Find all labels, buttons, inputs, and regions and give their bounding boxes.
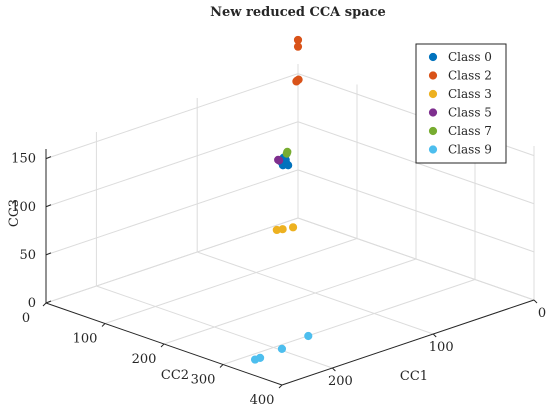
z-tick-label: 100 [11, 200, 36, 215]
legend-marker-class-0 [428, 52, 438, 62]
point-class-3 [272, 225, 281, 235]
x-tick-label: 200 [132, 352, 157, 367]
gridline [197, 251, 434, 335]
y-axis-line [281, 299, 535, 386]
axes [42, 149, 538, 389]
legend-label-class-0: Class 0 [448, 50, 492, 64]
z-tick [45, 300, 52, 304]
gridline [297, 169, 535, 253]
z-tick-label: 0 [28, 296, 36, 311]
legend-marker-class-3 [428, 89, 438, 99]
x-tick-label: 400 [250, 393, 275, 408]
point-class-9 [256, 353, 265, 362]
legend-label-class-2: Class 2 [448, 69, 492, 83]
chart-title: New reduced CCA space [210, 5, 386, 20]
legend-label-class-5: Class 5 [448, 106, 492, 120]
x-tick-label: 300 [191, 373, 216, 388]
y-tick [332, 367, 336, 372]
x-tick [219, 364, 224, 368]
y-tick [533, 299, 538, 304]
x-axis-label: CC1 [400, 369, 428, 384]
x-tick-label: 0 [22, 311, 30, 326]
point-class-5 [274, 155, 283, 164]
z-tick [45, 204, 52, 208]
y-tick-label: 200 [328, 374, 353, 389]
gridline [104, 238, 358, 324]
gridline [45, 121, 299, 208]
z-tick-label: 150 [11, 152, 36, 167]
y-tick-label: 100 [429, 340, 454, 355]
point-class-7 [283, 147, 292, 156]
point-class-2 [293, 35, 303, 45]
gridline [297, 217, 535, 301]
legend-marker-class-9 [428, 145, 438, 154]
gridline [45, 217, 299, 304]
legend-box [415, 43, 507, 164]
gridline [222, 279, 476, 365]
point-class-0 [284, 161, 293, 170]
gridline [96, 285, 333, 369]
legend-label-class-9: Class 9 [448, 143, 492, 157]
z-tick-label: 50 [19, 248, 36, 263]
y-tick-label: 0 [538, 306, 546, 321]
point-class-2 [293, 42, 303, 51]
legend-marker-class-7 [428, 126, 438, 136]
point-class-9 [277, 344, 287, 353]
x-tick [101, 323, 106, 327]
gridline [45, 73, 299, 160]
z-axis-label: CC3 [7, 199, 22, 227]
gridline [163, 258, 417, 345]
z-tick [45, 252, 52, 256]
legend-label-class-7: Class 7 [448, 124, 492, 138]
legend-marker-class-5 [428, 108, 438, 117]
y-tick [432, 333, 437, 338]
point-class-2 [292, 77, 301, 86]
gridline [45, 169, 299, 256]
point-class-9 [304, 331, 313, 341]
z-tick [45, 156, 52, 160]
point-class-3 [288, 223, 298, 232]
legend-label-class-3: Class 3 [448, 87, 492, 101]
x-tick [160, 343, 165, 348]
x-tick [42, 302, 47, 307]
tick-labels: 0 100 200 300 400 0 100 200 0 50 100 150 [11, 152, 546, 408]
legend[interactable]: Class 0 Class 2 Class 3 Class 5 Class 7 Class… [415, 43, 507, 164]
y-axis-label: CC2 [161, 368, 189, 383]
legend-marker-class-2 [428, 71, 438, 80]
grid [45, 64, 535, 386]
data-points [250, 35, 313, 364]
x-tick-label: 100 [73, 332, 98, 347]
x-tick [278, 384, 283, 389]
